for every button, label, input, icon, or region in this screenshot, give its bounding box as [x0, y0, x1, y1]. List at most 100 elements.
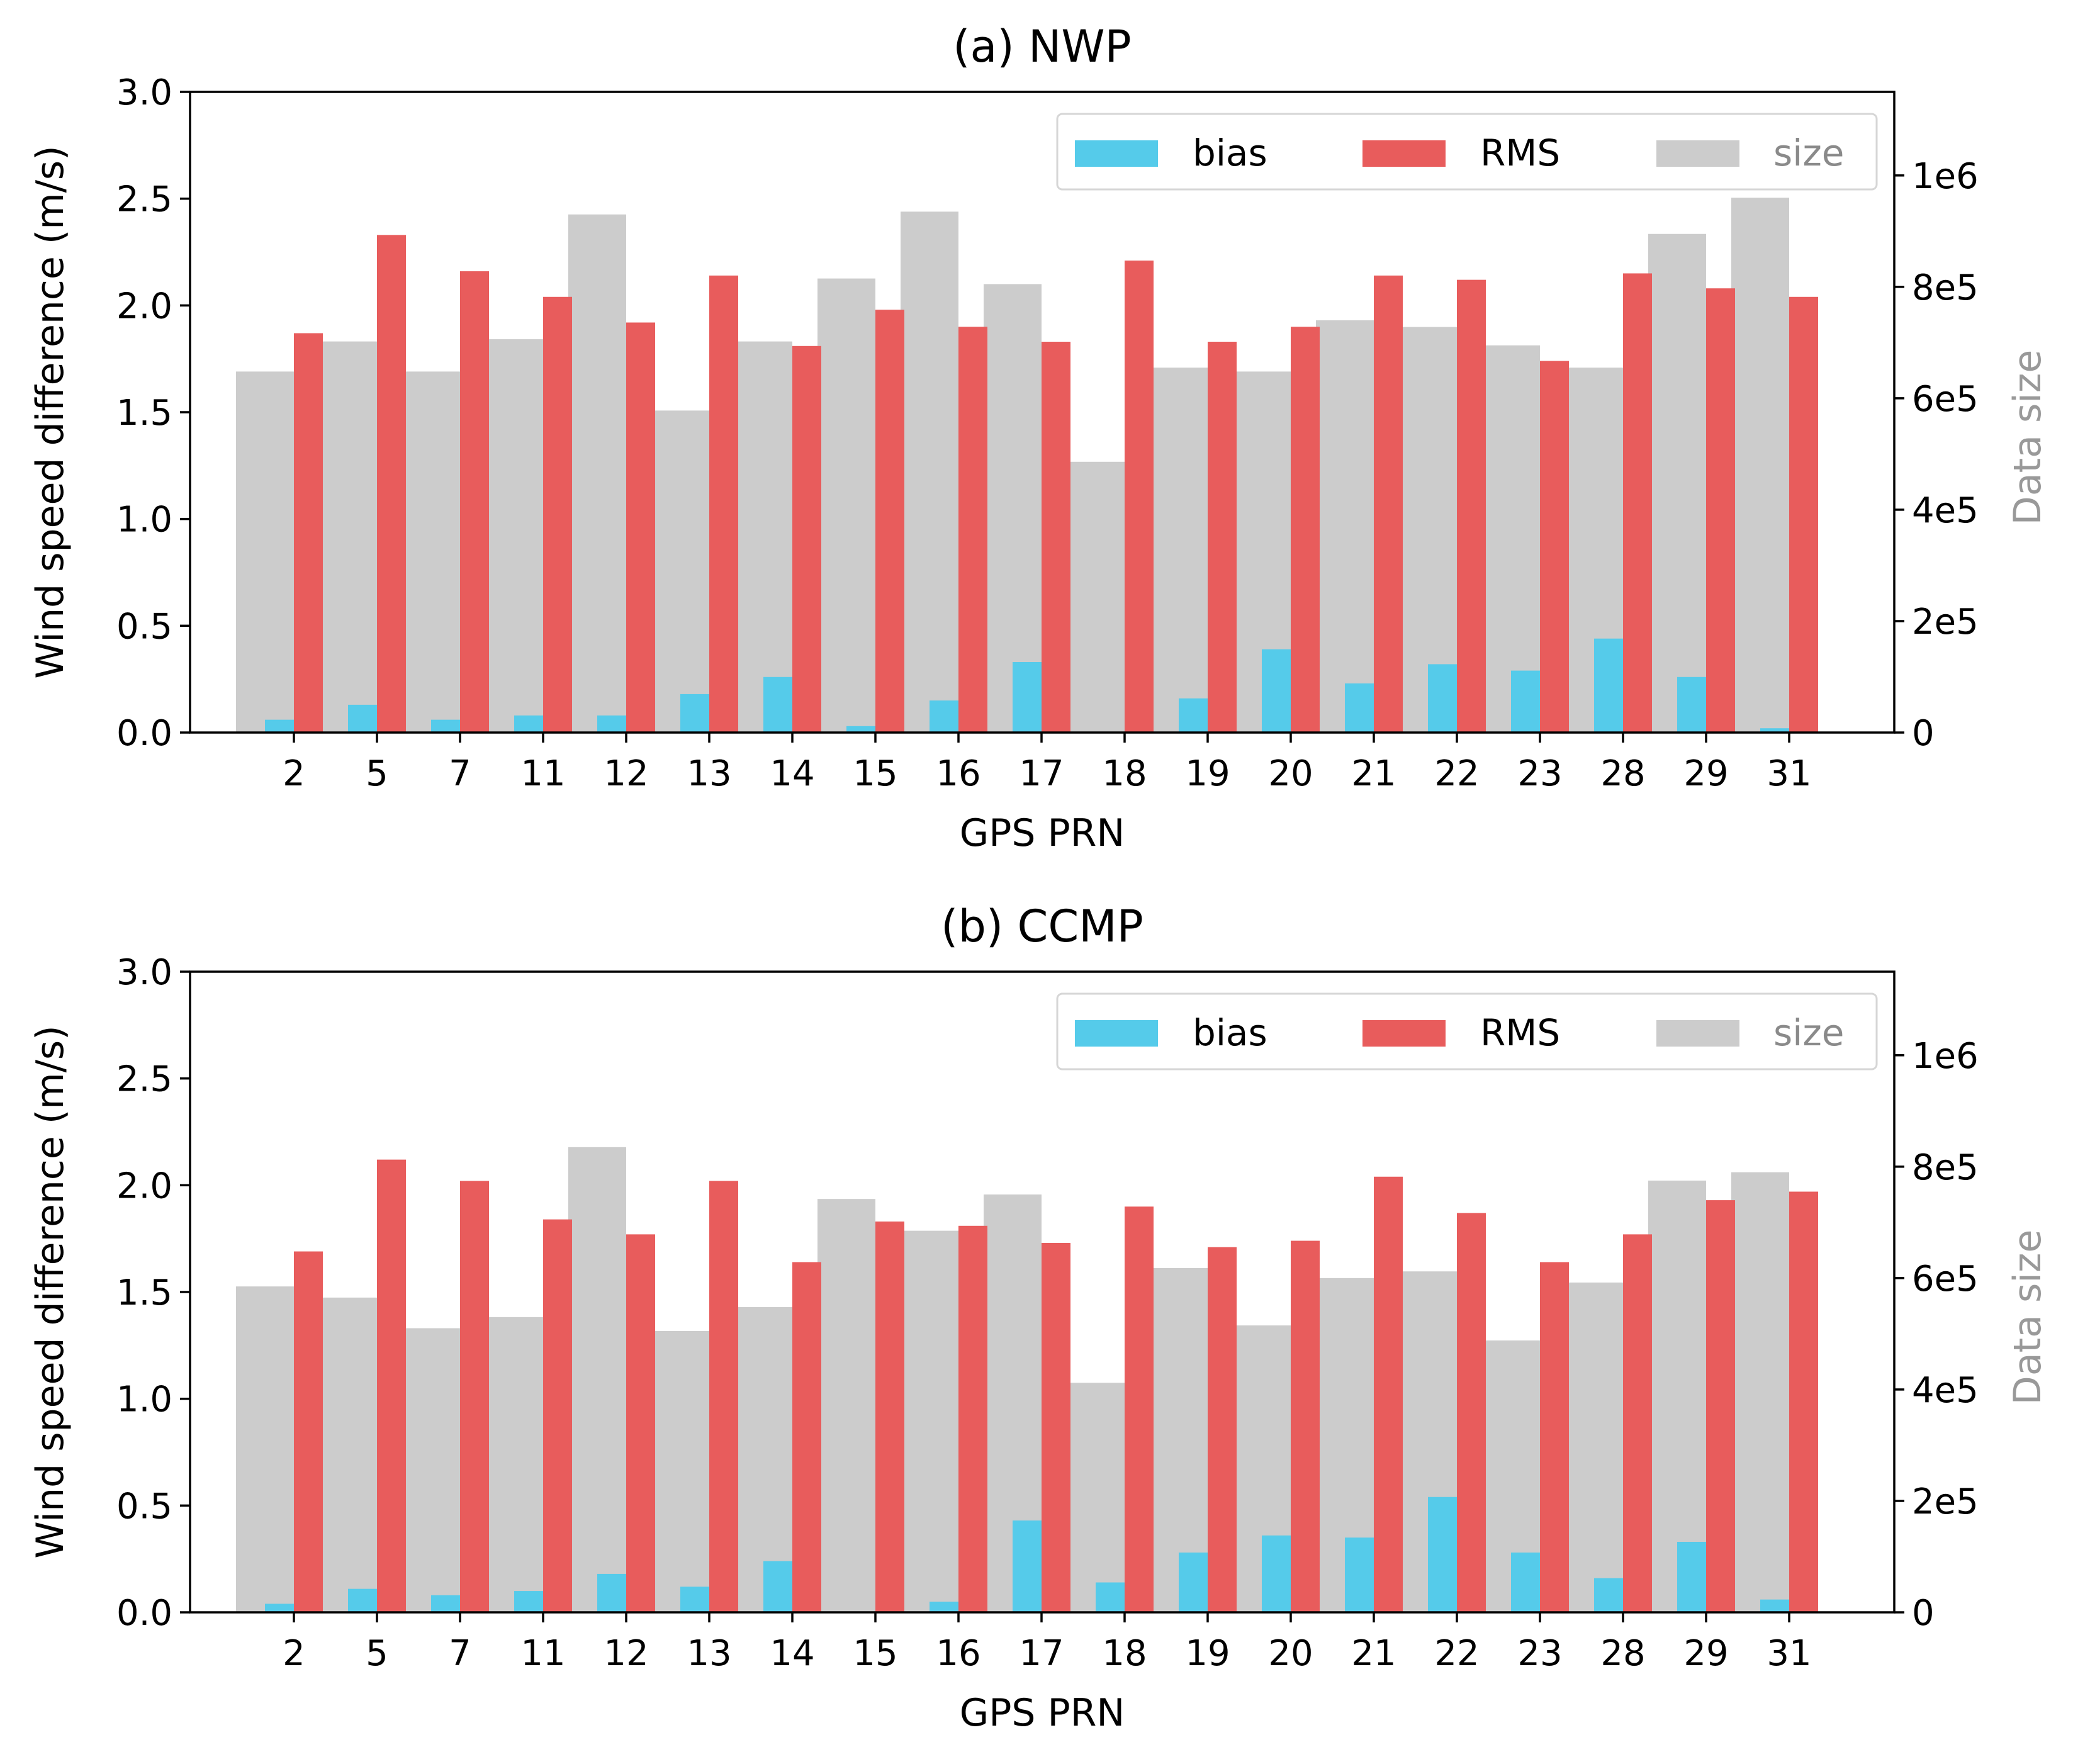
rms-bar	[460, 1181, 489, 1612]
y-tick-label: 0.0	[116, 1593, 172, 1634]
bias-bar	[1262, 649, 1291, 733]
rms-bar	[626, 1234, 655, 1612]
bias-bar	[1345, 683, 1374, 733]
y-tick-label: 1.5	[116, 1272, 172, 1313]
size-bar	[734, 342, 792, 733]
y2-tick-label: 8e5	[1912, 267, 1979, 308]
bias-bar	[597, 716, 626, 733]
rms-bar	[460, 271, 489, 733]
size-bar	[485, 1317, 543, 1612]
legend: bias RMS size	[1057, 994, 1877, 1069]
legend-swatch-size	[1656, 140, 1739, 167]
x-tick-label: 17	[1019, 753, 1064, 794]
bias-bar	[1677, 1542, 1706, 1612]
x-tick-label: 31	[1767, 753, 1811, 794]
legend-swatch-size	[1656, 1020, 1739, 1047]
bias-bar	[930, 700, 958, 733]
bias-bar	[1511, 671, 1540, 733]
bias-bar	[1677, 677, 1706, 733]
rms-bar	[1457, 1213, 1486, 1612]
bias-bar	[265, 1604, 294, 1612]
y-tick-label: 0.5	[116, 606, 172, 647]
y-tick-label: 2.5	[116, 1059, 172, 1100]
bias-bar	[514, 716, 543, 733]
y2-tick-label: 2e5	[1912, 1481, 1979, 1522]
chart-title: (a) NWP	[953, 21, 1132, 72]
rms-bar	[792, 1262, 821, 1612]
x-tick-label: 21	[1351, 753, 1396, 794]
rms-bar	[1125, 261, 1154, 733]
y-axis-title: Wind speed difference (m/s)	[28, 145, 72, 678]
x-tick-label: 2	[283, 753, 305, 794]
rms-bar	[958, 327, 987, 733]
rms-bar	[543, 1220, 572, 1612]
legend-swatch-bias	[1075, 1020, 1158, 1047]
x-tick-label: 13	[687, 1633, 731, 1674]
y-tick-label: 0.5	[116, 1486, 172, 1527]
size-bar	[1731, 198, 1789, 733]
y-tick-label: 3.0	[116, 952, 172, 993]
size-bar	[651, 410, 709, 733]
bias-bar	[1013, 1520, 1042, 1612]
rms-bar	[1208, 342, 1237, 733]
rms-bar	[1042, 342, 1070, 733]
size-bar	[1731, 1172, 1789, 1612]
bias-bar	[1428, 1497, 1457, 1612]
x-tick-label: 18	[1102, 1633, 1147, 1674]
y2-tick-label: 6e5	[1912, 379, 1979, 420]
bias-bar	[1179, 1553, 1208, 1612]
x-tick-label: 17	[1019, 1633, 1064, 1674]
rms-bar	[709, 276, 738, 733]
bias-bar	[348, 1589, 377, 1612]
bias-bar	[348, 705, 377, 733]
size-bar	[817, 1199, 875, 1612]
x-tick-label: 21	[1351, 1633, 1396, 1674]
x-tick-label: 20	[1268, 753, 1313, 794]
rms-bar	[1789, 297, 1818, 733]
rms-bar	[626, 322, 655, 733]
bias-bar	[680, 1587, 709, 1612]
chart-nwp: (a) NWP 0.0 0.5 1.0 1.5 2.0 2.5 3.0 0 2e5 4e5 6e5 8e…	[28, 21, 2050, 855]
y2-tick-label: 4e5	[1912, 490, 1979, 531]
bias-bar	[1345, 1537, 1374, 1612]
size-bar	[319, 1298, 377, 1612]
size-bar	[1648, 234, 1706, 733]
x-tick-label: 11	[520, 1633, 565, 1674]
bias-bar	[1594, 1578, 1623, 1612]
size-bar	[236, 371, 294, 733]
rms-bar	[958, 1226, 987, 1612]
y2-tick-label: 2e5	[1912, 602, 1979, 643]
rms-bar	[294, 333, 323, 733]
figure: (a) NWP0.00.51.01.52.02.53.002e54e56e58e…	[0, 0, 2073, 1764]
rms-bar	[1125, 1206, 1154, 1612]
x-tick-label: 18	[1102, 753, 1147, 794]
legend-label-size: size	[1773, 1011, 1844, 1054]
x-tick-label: 29	[1683, 753, 1728, 794]
legend-swatch-bias	[1075, 140, 1158, 167]
x-tick-label: 20	[1268, 1633, 1313, 1674]
size-bar	[817, 279, 875, 733]
rms-bar	[543, 297, 572, 733]
y2-tick-label: 4e5	[1912, 1370, 1979, 1411]
x-tick-label: 29	[1683, 1633, 1728, 1674]
legend-label-rms: RMS	[1480, 1011, 1560, 1054]
y-tick-label: 1.0	[116, 500, 172, 541]
bias-bar	[1262, 1536, 1291, 1612]
rms-bar	[1457, 280, 1486, 733]
x-tick-label: 12	[604, 1633, 648, 1674]
bias-bar	[1760, 1600, 1789, 1612]
size-bar	[1067, 1383, 1125, 1612]
rms-bar	[1374, 276, 1403, 733]
x-tick-label: 12	[604, 753, 648, 794]
bias-bar	[930, 1602, 958, 1612]
rms-bar	[1706, 1200, 1735, 1612]
rms-bar	[1706, 288, 1735, 733]
rms-bar	[1042, 1243, 1070, 1612]
rms-bar	[1291, 1241, 1320, 1612]
x-tick-label: 5	[366, 1633, 388, 1674]
y2-tick-label: 0	[1912, 713, 1935, 754]
bias-bar	[597, 1574, 626, 1612]
rms-bar	[377, 1160, 406, 1612]
rms-bar	[1208, 1247, 1237, 1612]
x-tick-label: 7	[449, 753, 471, 794]
